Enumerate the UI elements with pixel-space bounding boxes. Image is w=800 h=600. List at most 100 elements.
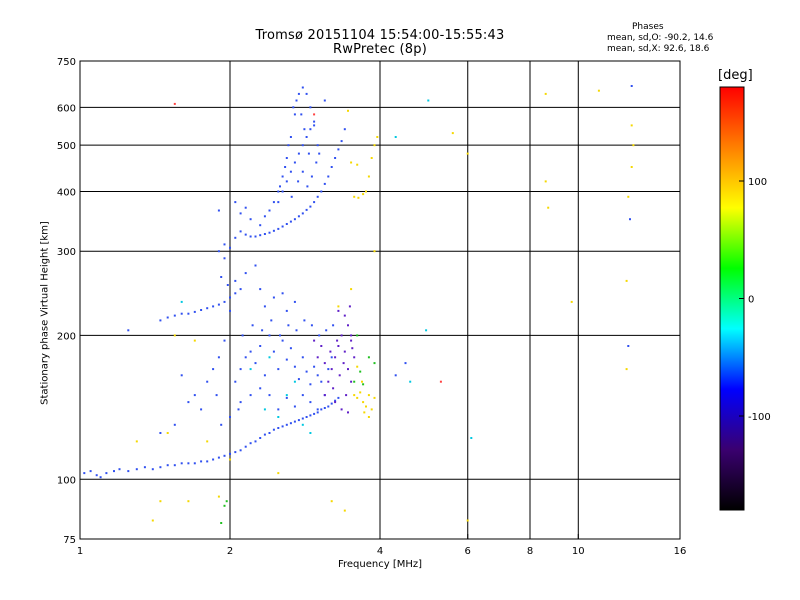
data-point bbox=[365, 190, 367, 193]
data-point bbox=[220, 276, 223, 278]
data-point bbox=[356, 163, 359, 166]
data-point bbox=[327, 368, 330, 371]
data-point bbox=[223, 339, 226, 342]
data-point bbox=[337, 148, 340, 151]
data-point bbox=[337, 345, 340, 347]
data-point bbox=[409, 380, 412, 383]
data-point bbox=[249, 442, 252, 445]
data-point bbox=[597, 89, 600, 92]
data-point bbox=[337, 396, 340, 399]
data-point bbox=[220, 423, 223, 426]
data-point bbox=[223, 504, 226, 507]
data-point bbox=[249, 350, 252, 353]
data-point bbox=[353, 356, 356, 359]
data-point bbox=[625, 368, 628, 371]
data-point bbox=[173, 423, 176, 426]
grid-lines bbox=[79, 61, 681, 539]
data-point bbox=[259, 288, 262, 291]
data-point bbox=[239, 368, 242, 371]
data-point bbox=[241, 334, 244, 337]
data-point bbox=[363, 411, 366, 414]
y-tick-label: 100 bbox=[57, 475, 76, 486]
data-point bbox=[212, 305, 215, 308]
data-point bbox=[212, 368, 215, 371]
data-point bbox=[632, 144, 635, 147]
data-point bbox=[353, 380, 356, 383]
x-tick-label: 2 bbox=[227, 546, 233, 557]
data-point bbox=[159, 500, 162, 503]
data-point bbox=[259, 234, 262, 237]
data-point bbox=[625, 279, 628, 282]
data-point bbox=[315, 161, 318, 164]
data-point bbox=[220, 522, 223, 524]
data-point bbox=[356, 334, 359, 337]
data-point bbox=[281, 425, 284, 428]
x-tick-label: 16 bbox=[674, 546, 687, 557]
data-point bbox=[305, 208, 308, 211]
data-point bbox=[470, 437, 473, 439]
data-point bbox=[627, 345, 630, 347]
data-point bbox=[277, 472, 280, 475]
data-point bbox=[249, 235, 252, 238]
data-point bbox=[263, 408, 266, 411]
data-point bbox=[301, 144, 304, 147]
data-point bbox=[206, 307, 209, 310]
data-point bbox=[425, 329, 428, 332]
data-point bbox=[323, 394, 326, 397]
data-point bbox=[285, 396, 288, 399]
data-point bbox=[229, 416, 231, 418]
data-point bbox=[362, 193, 365, 196]
data-point bbox=[277, 227, 280, 230]
chart-title: Tromsø 20151104 15:54:00-15:55:43 bbox=[255, 28, 505, 43]
data-point bbox=[318, 152, 321, 155]
data-point bbox=[340, 334, 343, 337]
data-point bbox=[340, 140, 343, 143]
data-point bbox=[187, 500, 190, 503]
data-point bbox=[292, 106, 295, 109]
data-point bbox=[394, 136, 397, 138]
data-point bbox=[187, 312, 190, 315]
data-point bbox=[212, 458, 215, 461]
data-point bbox=[630, 166, 633, 168]
data-point bbox=[310, 324, 313, 327]
data-point bbox=[285, 180, 288, 183]
data-point bbox=[627, 195, 630, 198]
y-tick-label: 400 bbox=[57, 187, 76, 198]
data-point bbox=[287, 144, 290, 147]
data-point bbox=[305, 92, 308, 95]
data-point bbox=[293, 365, 296, 368]
data-point bbox=[200, 460, 203, 463]
data-point bbox=[297, 152, 300, 155]
data-point bbox=[263, 305, 266, 308]
data-point bbox=[277, 408, 280, 411]
data-point bbox=[334, 399, 337, 402]
data-point bbox=[323, 362, 326, 365]
data-point bbox=[173, 314, 176, 317]
data-point bbox=[259, 224, 262, 227]
data-point bbox=[348, 305, 351, 308]
data-point bbox=[239, 212, 242, 215]
data-point bbox=[313, 339, 316, 342]
data-point bbox=[332, 387, 335, 390]
data-point bbox=[359, 370, 362, 373]
data-point bbox=[166, 316, 169, 319]
data-point bbox=[244, 445, 247, 448]
data-point bbox=[268, 394, 271, 397]
data-point bbox=[281, 225, 284, 228]
data-point bbox=[309, 414, 312, 417]
data-point bbox=[95, 474, 98, 477]
data-point bbox=[630, 85, 633, 87]
data-point bbox=[217, 250, 220, 253]
data-point bbox=[336, 339, 339, 342]
data-point bbox=[356, 365, 359, 368]
data-point bbox=[249, 368, 252, 371]
data-point bbox=[350, 334, 353, 337]
data-point bbox=[223, 454, 226, 457]
data-point bbox=[547, 206, 550, 209]
data-point bbox=[200, 309, 203, 311]
data-point bbox=[254, 264, 257, 267]
data-point bbox=[297, 215, 300, 218]
x-tick-label: 10 bbox=[572, 546, 585, 557]
data-point bbox=[309, 106, 312, 109]
data-point bbox=[301, 394, 304, 397]
